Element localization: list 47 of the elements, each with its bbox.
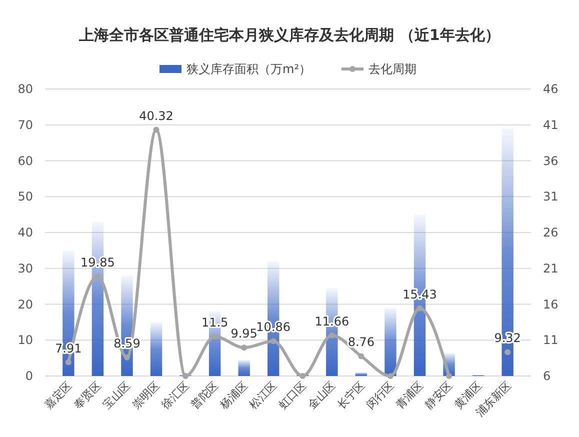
point <box>358 353 364 360</box>
y-tick-label: 30 <box>18 261 33 276</box>
y-tick-label: 80 <box>18 82 33 96</box>
data-label: 11.5 <box>201 316 228 330</box>
point <box>328 332 335 338</box>
chart-title: 上海全市各区普通住宅本月狭义库存及去化周期 （近1年去化） <box>78 26 500 44</box>
y2-tick-label: 31 <box>543 190 558 204</box>
y2-tick-label: 41 <box>543 118 558 132</box>
point <box>94 274 101 280</box>
data-label: 19.85 <box>80 256 115 270</box>
y2-tick-label: 11 <box>543 333 558 348</box>
data-label: 8.76 <box>348 335 375 350</box>
data-label: 9.95 <box>230 326 258 341</box>
bar <box>384 308 396 376</box>
point <box>416 305 423 312</box>
point <box>182 373 189 379</box>
y2-tick-label: 26 <box>543 226 558 240</box>
y2-tick-label: 16 <box>543 297 558 312</box>
point <box>387 373 394 379</box>
y2-tick-label: 36 <box>543 154 558 168</box>
point <box>241 344 248 351</box>
legend-label: 去化周期 <box>368 62 416 76</box>
point <box>446 373 452 379</box>
bar <box>238 360 250 376</box>
bar <box>150 322 162 376</box>
y-tick-label: 10 <box>18 333 33 348</box>
y2-tick-label: 6 <box>543 369 551 383</box>
y-tick-label: 60 <box>18 154 33 168</box>
point <box>153 126 160 133</box>
y-tick-label: 20 <box>18 297 33 312</box>
point <box>504 349 511 356</box>
point <box>212 334 218 340</box>
y-tick-label: 70 <box>18 118 33 132</box>
y-tick-label: 0 <box>25 369 33 383</box>
y2-tick-label: 46 <box>543 82 558 96</box>
legend-label: 狭义库存面积（万m²） <box>186 62 311 76</box>
y-tick-label: 40 <box>18 226 33 240</box>
y2-tick-label: 21 <box>543 261 558 276</box>
y-tick-label: 50 <box>18 190 33 204</box>
x-tick-label: 嘉定区 <box>42 378 75 412</box>
point <box>65 359 72 366</box>
point <box>300 373 306 379</box>
data-label: 40.32 <box>139 108 174 123</box>
data-label: 11.66 <box>314 314 350 328</box>
point <box>124 354 130 360</box>
point <box>270 338 276 344</box>
bar <box>355 372 368 376</box>
